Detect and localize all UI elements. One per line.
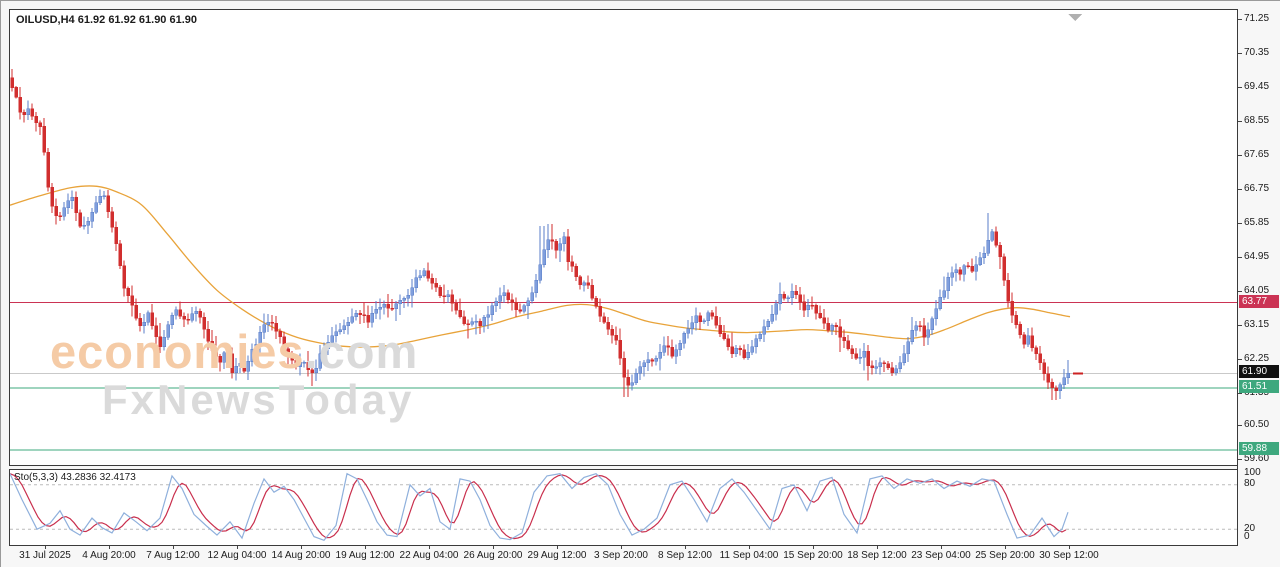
bid-price-marker <box>1073 372 1083 375</box>
price-badge-63.77: 63.77 <box>1239 294 1279 308</box>
price-axis-tick-mark <box>1238 393 1242 395</box>
candles-group <box>10 69 1070 400</box>
time-axis-label: 12 Aug 04:00 <box>207 550 267 561</box>
time-axis-label: 23 Sep 04:00 <box>911 550 971 561</box>
price-badge-61.90: 61.90 <box>1239 365 1279 379</box>
price-axis-tick-label: 71.25 <box>1244 13 1270 24</box>
price-axis-tick-mark <box>1238 291 1242 293</box>
time-axis-tick-mark <box>237 546 238 549</box>
time-axis-label: 22 Aug 04:00 <box>399 550 459 561</box>
price-axis-tick-label: 67.65 <box>1244 149 1270 161</box>
price-axis-tick-mark <box>1238 359 1242 361</box>
price-axis-tick-mark <box>1238 459 1242 461</box>
time-axis-tick-mark <box>45 546 46 549</box>
chart-shift-marker-icon <box>1068 14 1082 21</box>
price-axis-tick-label: 60.50 <box>1244 419 1270 431</box>
stoch-scale-label: 20 <box>1244 523 1256 534</box>
time-axis-label: 31 Jul 2025 <box>19 550 71 561</box>
price-axis-tick-mark <box>1238 257 1242 259</box>
stochastic-label: Sto(5,3,3) 43.2836 32.4173 <box>14 472 136 483</box>
time-axis-label: 8 Sep 12:00 <box>658 550 712 561</box>
price-axis-tick-mark <box>1238 325 1242 327</box>
time-axis-tick-mark <box>621 546 622 549</box>
price-axis-tick-label: 63.15 <box>1244 319 1270 331</box>
price-axis-tick-mark <box>1238 121 1242 123</box>
price-axis-tick-label: 59.60 <box>1244 453 1270 465</box>
time-axis-tick-mark <box>941 546 942 549</box>
price-axis-tick-mark <box>1238 87 1242 89</box>
stoch-scale-label: 100 <box>1244 467 1261 478</box>
time-axis-tick-mark <box>173 546 174 549</box>
time-axis-label: 26 Aug 20:00 <box>463 550 523 561</box>
price-axis-separator <box>1237 9 1238 546</box>
time-axis-tick-mark <box>813 546 814 549</box>
time-axis-label: 11 Sep 04:00 <box>719 550 779 561</box>
time-axis-tick-mark <box>685 546 686 549</box>
time-axis-label: 19 Aug 12:00 <box>335 550 395 561</box>
stoch-signal-line <box>10 473 1067 540</box>
watermark-brand-suffix: .com <box>304 325 419 378</box>
time-axis-tick-mark <box>429 546 430 549</box>
price-axis-tick-label: 70.35 <box>1244 47 1270 59</box>
price-axis-tick-mark <box>1238 223 1242 225</box>
time-axis-label: 15 Sep 20:00 <box>783 550 843 561</box>
price-axis-tick-label: 68.55 <box>1244 115 1270 127</box>
main-chart[interactable]: economies.com FxNewsToday OILUSD,H4 61.9… <box>9 9 1238 466</box>
time-axis[interactable]: 31 Jul 2025 4 Aug 20:00 7 Aug 12:00 12 Aug … <box>9 546 1238 567</box>
time-axis-tick-mark <box>749 546 750 549</box>
time-axis-tick-mark <box>877 546 878 549</box>
time-axis-label: 3 Sep 20:00 <box>594 550 648 561</box>
time-axis-tick-mark <box>1069 546 1070 549</box>
price-axis-tick-label: 62.25 <box>1244 353 1270 365</box>
price-axis-tick-mark <box>1238 425 1242 427</box>
price-axis-tick-mark <box>1238 189 1242 191</box>
price-axis-tick-mark <box>1238 19 1242 20</box>
price-badge-61.51: 61.51 <box>1239 380 1279 394</box>
candlestick-chart-canvas[interactable] <box>10 10 1237 465</box>
price-axis-tick-label: 64.95 <box>1244 251 1270 263</box>
time-axis-tick-mark <box>109 546 110 549</box>
time-axis-label: 14 Aug 20:00 <box>271 550 331 561</box>
watermark-line2: FxNewsToday <box>102 376 415 423</box>
watermark-brand: economies.com <box>50 328 418 375</box>
price-axis[interactable]: 71.25 70.35 69.45 68.55 67.65 66.75 65.85 64.95… <box>1238 1 1280 567</box>
time-axis-tick-mark <box>557 546 558 549</box>
price-axis-tick-mark <box>1238 155 1242 157</box>
stochastic-canvas[interactable] <box>10 470 1237 545</box>
time-axis-label: 30 Sep 12:00 <box>1039 550 1099 561</box>
time-axis-tick-mark <box>1005 546 1006 549</box>
time-axis-label: 4 Aug 20:00 <box>82 550 136 561</box>
moving-average-line <box>10 185 1071 348</box>
price-axis-tick-label: 69.45 <box>1244 81 1270 93</box>
price-axis-tick-label: 65.85 <box>1244 217 1270 229</box>
time-axis-label: 25 Sep 20:00 <box>975 550 1035 561</box>
time-axis-label: 29 Aug 12:00 <box>527 550 587 561</box>
price-axis-tick-mark <box>1238 53 1242 55</box>
time-axis-tick-mark <box>365 546 366 549</box>
price-axis-tick-label: 66.75 <box>1244 183 1270 195</box>
price-axis-tick-label: 64.05 <box>1244 285 1270 297</box>
symbol-title: OILUSD,H4 61.92 61.92 61.90 61.90 <box>16 14 198 26</box>
stoch-scale-label: 0 <box>1244 531 1250 542</box>
time-axis-tick-mark <box>493 546 494 549</box>
stoch-scale-label: 80 <box>1244 478 1256 489</box>
watermark-brand-text: economies <box>50 325 305 378</box>
time-axis-tick-mark <box>301 546 302 549</box>
stochastic-panel[interactable]: Sto(5,3,3) 43.2836 32.4173 <box>9 469 1238 546</box>
time-axis-label: 7 Aug 12:00 <box>146 550 200 561</box>
time-axis-label: 18 Sep 12:00 <box>847 550 907 561</box>
stoch-main-line <box>10 472 1069 542</box>
price-badge-59.88: 59.88 <box>1239 441 1279 455</box>
watermark: economies.com FxNewsToday <box>50 328 418 421</box>
